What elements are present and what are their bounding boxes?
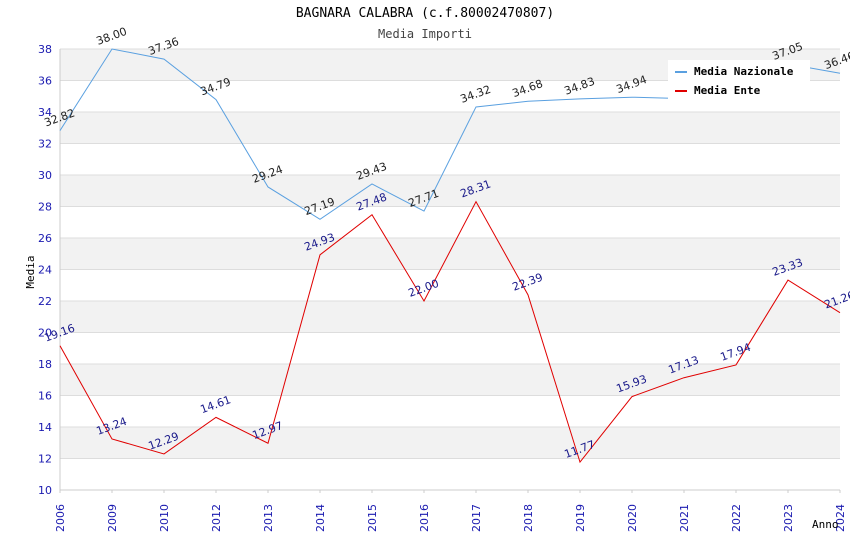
chart-title: BAGNARA CALABRA (c.f.80002470807): [295, 6, 555, 21]
grid-band: [60, 206, 840, 238]
y-axis-title: Media: [24, 255, 37, 288]
y-tick-label: 30: [38, 169, 52, 182]
x-tick-label: 2010: [158, 504, 171, 532]
x-tick-label: 2019: [574, 504, 587, 532]
series-line-media-ente: [59, 200, 841, 464]
x-tick-label: 2022: [730, 504, 743, 532]
y-tick-label: 12: [38, 453, 52, 466]
x-axis-title: Anno: [812, 518, 839, 531]
y-tick-label: 16: [38, 390, 52, 403]
y-tick-label: 24: [38, 264, 52, 277]
y-tick-label: 22: [38, 295, 52, 308]
y-axis-ticks: 10 12 14 16 18 20 22 24 26 28 30 32 34 36 38: [38, 43, 52, 497]
x-tick-label: 2013: [262, 504, 275, 532]
x-tick-label: 2017: [470, 504, 483, 532]
grid-band: [60, 364, 840, 396]
y-tick-label: 20: [38, 327, 52, 340]
grid-band: [60, 175, 840, 207]
legend-box: [668, 60, 810, 102]
x-tick-label: 2009: [106, 504, 119, 532]
legend: Media Nazionale Media Ente: [668, 60, 810, 102]
y-tick-label: 36: [38, 75, 52, 88]
x-tick-label: 2020: [626, 504, 639, 532]
x-tick-label: 2014: [314, 504, 327, 532]
grid-bands: [60, 48, 840, 491]
grid-band: [60, 301, 840, 333]
y-tick-label: 28: [38, 201, 52, 214]
x-tick-label: 2021: [678, 504, 691, 532]
grid-band: [60, 458, 840, 490]
grid-band: [60, 112, 840, 144]
y-tick-label: 14: [38, 421, 52, 434]
grid-band: [60, 238, 840, 270]
chart-subtitle: Media Importi: [378, 27, 472, 41]
y-tick-label: 34: [38, 106, 52, 119]
x-tick-label: 2012: [210, 504, 223, 532]
x-tick-label: 2018: [522, 504, 535, 532]
y-tick-label: 32: [38, 138, 52, 151]
legend-label: Media Nazionale: [694, 65, 794, 78]
y-tick-label: 38: [38, 43, 52, 56]
x-tick-label: 2006: [54, 504, 67, 532]
axes: [59, 49, 840, 491]
data-label: 38.00: [95, 25, 129, 48]
x-axis-ticks: 2006 2009 2010 2012 2013 2014 2015 2016 2017 2018…: [54, 490, 847, 532]
y-tick-label: 26: [38, 232, 52, 245]
y-tick-label: 10: [38, 484, 52, 497]
x-tick-label: 2023: [782, 504, 795, 532]
grid-band: [60, 332, 840, 364]
x-tick-label: 2015: [366, 504, 379, 532]
grid-band: [60, 269, 840, 301]
y-tick-label: 18: [38, 358, 52, 371]
grid-band: [60, 395, 840, 427]
x-tick-label: 2016: [418, 504, 431, 532]
legend-label: Media Ente: [694, 84, 761, 97]
grid-band: [60, 427, 840, 459]
x-tick-label: 2024: [834, 504, 847, 532]
